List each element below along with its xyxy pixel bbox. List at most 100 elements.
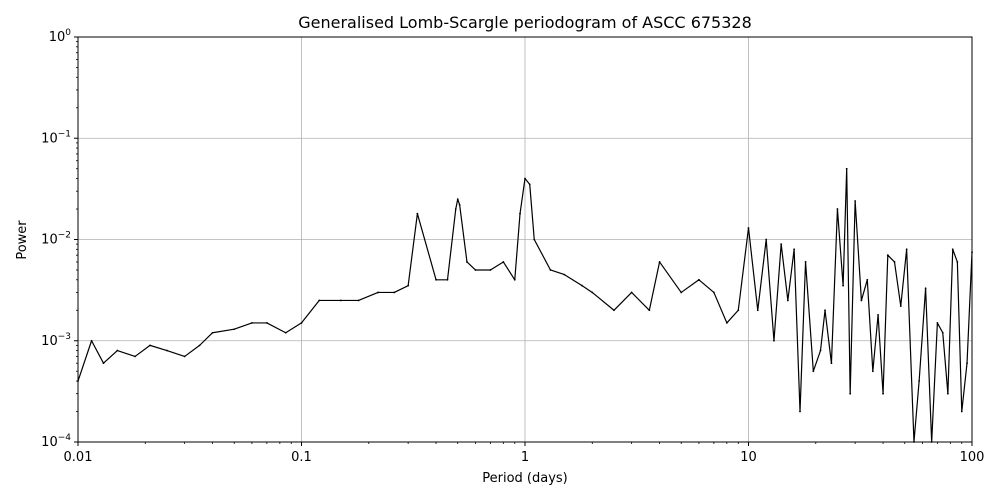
data-point — [454, 208, 457, 210]
data-point — [854, 200, 857, 202]
data-point — [393, 291, 396, 294]
data-point — [899, 305, 902, 307]
data-point — [830, 362, 833, 365]
data-point — [966, 362, 968, 365]
data-point — [765, 238, 768, 241]
x-axis-label: Period (days) — [482, 471, 568, 486]
data-point — [528, 183, 531, 186]
data-point — [658, 261, 661, 263]
data-point — [905, 248, 908, 251]
data-point — [149, 344, 151, 347]
data-point — [773, 339, 775, 342]
axis-ticks: 0.01 0.1 1 10 100 10−4 10−3 10−2 10−1 100 — [41, 28, 984, 465]
data-point — [924, 287, 927, 290]
data-point — [474, 269, 477, 271]
data-point — [502, 261, 505, 263]
y-axis-label: Power — [15, 220, 30, 260]
data-point — [648, 309, 651, 312]
data-point — [849, 392, 852, 395]
data-point — [747, 227, 750, 229]
data-point — [941, 331, 944, 334]
data-point — [211, 331, 214, 334]
data-point — [799, 410, 801, 413]
data-point — [804, 261, 807, 263]
data-point — [951, 248, 954, 251]
data-point — [871, 370, 874, 373]
data-point — [102, 362, 105, 365]
grid-lines — [77, 36, 973, 443]
data-point — [446, 278, 449, 281]
data-point — [698, 278, 700, 281]
data-point — [134, 355, 136, 358]
data-point — [563, 273, 566, 276]
data-point — [456, 198, 459, 201]
data-point — [357, 299, 360, 302]
data-point — [866, 278, 869, 281]
data-point — [918, 380, 921, 382]
data-point — [630, 291, 633, 294]
data-point — [549, 269, 552, 271]
data-point — [842, 284, 844, 287]
data-point — [780, 243, 783, 246]
data-point — [680, 291, 683, 294]
y-tick-label: 10−4 — [41, 433, 71, 450]
data-point — [318, 299, 321, 302]
y-tick-label: 10−3 — [41, 332, 71, 349]
data-point — [284, 331, 287, 334]
x-tick-label: 0.01 — [64, 450, 93, 465]
data-point — [756, 309, 759, 312]
data-point — [960, 410, 963, 413]
data-point — [198, 344, 201, 347]
data-point — [793, 248, 796, 251]
data-point — [458, 203, 461, 206]
data-point — [824, 309, 826, 312]
data-point — [786, 299, 789, 302]
data-point — [591, 291, 594, 294]
x-tick-label: 100 — [960, 450, 985, 465]
data-point — [435, 278, 437, 281]
data-point — [956, 261, 959, 263]
data-point — [416, 212, 419, 215]
data-point — [265, 322, 268, 324]
y-tick-label: 10−1 — [41, 129, 71, 146]
data-point — [466, 261, 468, 263]
data-point — [613, 309, 615, 312]
data-point — [183, 355, 186, 358]
chart-title: Generalised Lomb-Scargle periodogram of … — [298, 13, 752, 32]
y-tick-label: 100 — [49, 28, 72, 45]
data-point — [860, 299, 863, 302]
data-point — [712, 291, 715, 294]
data-point — [845, 167, 848, 170]
periodogram-line — [77, 168, 973, 443]
x-tick-label: 10 — [740, 450, 757, 465]
data-point — [513, 278, 516, 281]
data-point — [893, 261, 896, 263]
data-point — [877, 314, 879, 316]
data-point — [533, 238, 536, 241]
data-point — [339, 299, 342, 302]
data-point — [836, 208, 839, 210]
data-point — [581, 284, 583, 287]
data-point — [936, 322, 939, 324]
data-point — [90, 339, 93, 342]
data-point — [886, 254, 889, 257]
data-point — [737, 309, 740, 312]
data-point — [251, 322, 253, 324]
data-point — [524, 177, 526, 180]
x-tick-label: 0.1 — [291, 450, 312, 465]
data-point — [166, 349, 168, 352]
data-point — [489, 269, 492, 271]
data-point — [882, 392, 884, 395]
data-point — [300, 322, 303, 324]
data-point — [407, 284, 410, 287]
data-point — [116, 349, 119, 352]
data-point — [725, 322, 728, 324]
data-point — [819, 349, 822, 352]
data-point — [233, 328, 236, 331]
data-point — [946, 392, 949, 395]
data-point — [519, 212, 521, 215]
x-tick-label: 1 — [521, 450, 529, 465]
y-tick-label: 10−2 — [41, 231, 71, 248]
